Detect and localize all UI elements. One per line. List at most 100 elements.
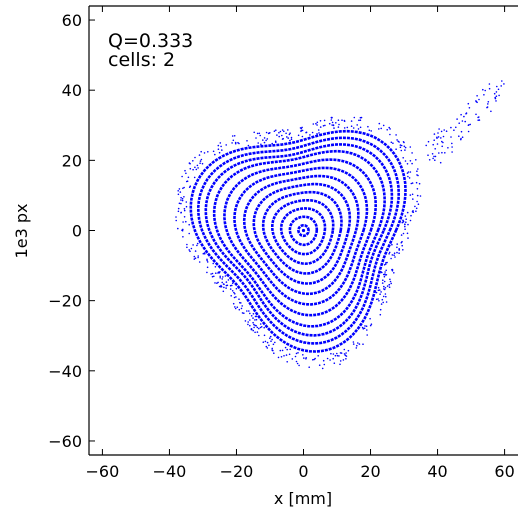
scatter-point [496, 85, 498, 88]
scatter-point [377, 289, 380, 292]
scatter-point [400, 149, 403, 152]
scatter-point [296, 362, 299, 365]
scatter-point [194, 156, 196, 159]
scatter-point [180, 196, 182, 199]
scatter-point [232, 302, 235, 305]
scatter-point [288, 133, 291, 136]
scatter-point [458, 135, 460, 137]
scatter-point [266, 341, 269, 344]
scatter-point [391, 254, 394, 256]
scatter-point [186, 246, 188, 249]
scatter-point [366, 329, 368, 331]
scatter-point [353, 116, 356, 119]
scatter-point [189, 250, 191, 253]
scatter-point [461, 136, 464, 138]
scatter-point [391, 268, 394, 271]
scatter-point [331, 124, 333, 126]
scatter-point [388, 283, 391, 286]
scatter-point [298, 364, 300, 367]
orbit-ring [233, 166, 369, 306]
scatter-point [225, 281, 228, 283]
scatter-point [451, 146, 453, 148]
scatter-point [215, 272, 217, 275]
scatter-point [273, 352, 275, 355]
orbit-ring [196, 136, 401, 345]
scatter-point [253, 131, 255, 134]
scatter-point [465, 112, 468, 114]
scatter-point [257, 142, 260, 144]
scatter-point [431, 153, 434, 155]
scatter-point [212, 150, 215, 153]
scatter-point [390, 282, 393, 285]
scatter-point [238, 298, 240, 301]
x-tick-label: 20 [360, 462, 380, 481]
scatter-point [254, 331, 256, 334]
scatter-point [266, 347, 269, 349]
scatter-point [246, 140, 248, 142]
scatter-point [417, 174, 419, 177]
scatter-point [336, 354, 339, 357]
scatter-point [224, 275, 227, 277]
scatter-point [375, 291, 378, 294]
scatter-point [345, 358, 347, 360]
scatter-point [187, 176, 190, 179]
scatter-point [433, 133, 436, 135]
scatter-point [388, 253, 390, 255]
scatter-point [289, 132, 291, 134]
scatter-point [417, 203, 420, 205]
scatter-point [394, 256, 396, 258]
scatter-point [180, 202, 182, 205]
x-tick-label: −60 [86, 462, 120, 481]
scatter-point [258, 327, 260, 330]
scatter-point [236, 306, 239, 309]
orbit-ring [288, 215, 319, 247]
y-axis-label: 1e3 px [12, 204, 31, 259]
scatter-point [359, 126, 362, 129]
scatter-point [436, 136, 438, 139]
scatter-point [276, 134, 278, 136]
scatter-point [194, 257, 197, 260]
scatter-point [358, 119, 360, 122]
scatter-point [389, 278, 391, 281]
data-layer [175, 80, 505, 370]
scatter-point [286, 136, 288, 138]
scatter-point [400, 241, 403, 244]
scatter-point [344, 354, 347, 357]
scatter-point [398, 141, 400, 143]
scatter-point [433, 155, 435, 158]
scatter-point [444, 152, 446, 154]
scatter-point [225, 287, 227, 289]
scatter-point [409, 171, 412, 173]
scatter-point [300, 129, 303, 132]
scatter-point [463, 115, 465, 118]
scatter-point [323, 119, 326, 122]
scatter-point [243, 312, 245, 315]
scatter-point [247, 144, 250, 147]
scatter-point [238, 142, 240, 145]
orbit-ring [271, 199, 335, 266]
scatter-point [407, 175, 409, 178]
scatter-point [270, 340, 272, 343]
scatter-point [234, 142, 237, 145]
scatter-point [253, 323, 255, 326]
scatter-point [440, 137, 442, 139]
scatter-point [338, 123, 340, 126]
scatter-point [379, 293, 381, 296]
scatter-point [447, 147, 449, 149]
scatter-point [235, 287, 238, 290]
scatter-point [259, 323, 262, 325]
scatter-point [356, 344, 358, 347]
scatter-point [328, 122, 331, 125]
scatter-point [404, 149, 406, 151]
scatter-point [403, 145, 406, 148]
scatter-point [442, 135, 445, 138]
scatter-point [385, 269, 388, 272]
orbit-ring [297, 224, 310, 238]
scatter-point [383, 275, 386, 278]
scatter-point [402, 157, 405, 159]
scatter-point [378, 289, 381, 291]
scatter-point [232, 139, 235, 142]
scatter-point [409, 146, 412, 148]
scatter-point [323, 363, 326, 366]
scatter-point [260, 143, 262, 146]
